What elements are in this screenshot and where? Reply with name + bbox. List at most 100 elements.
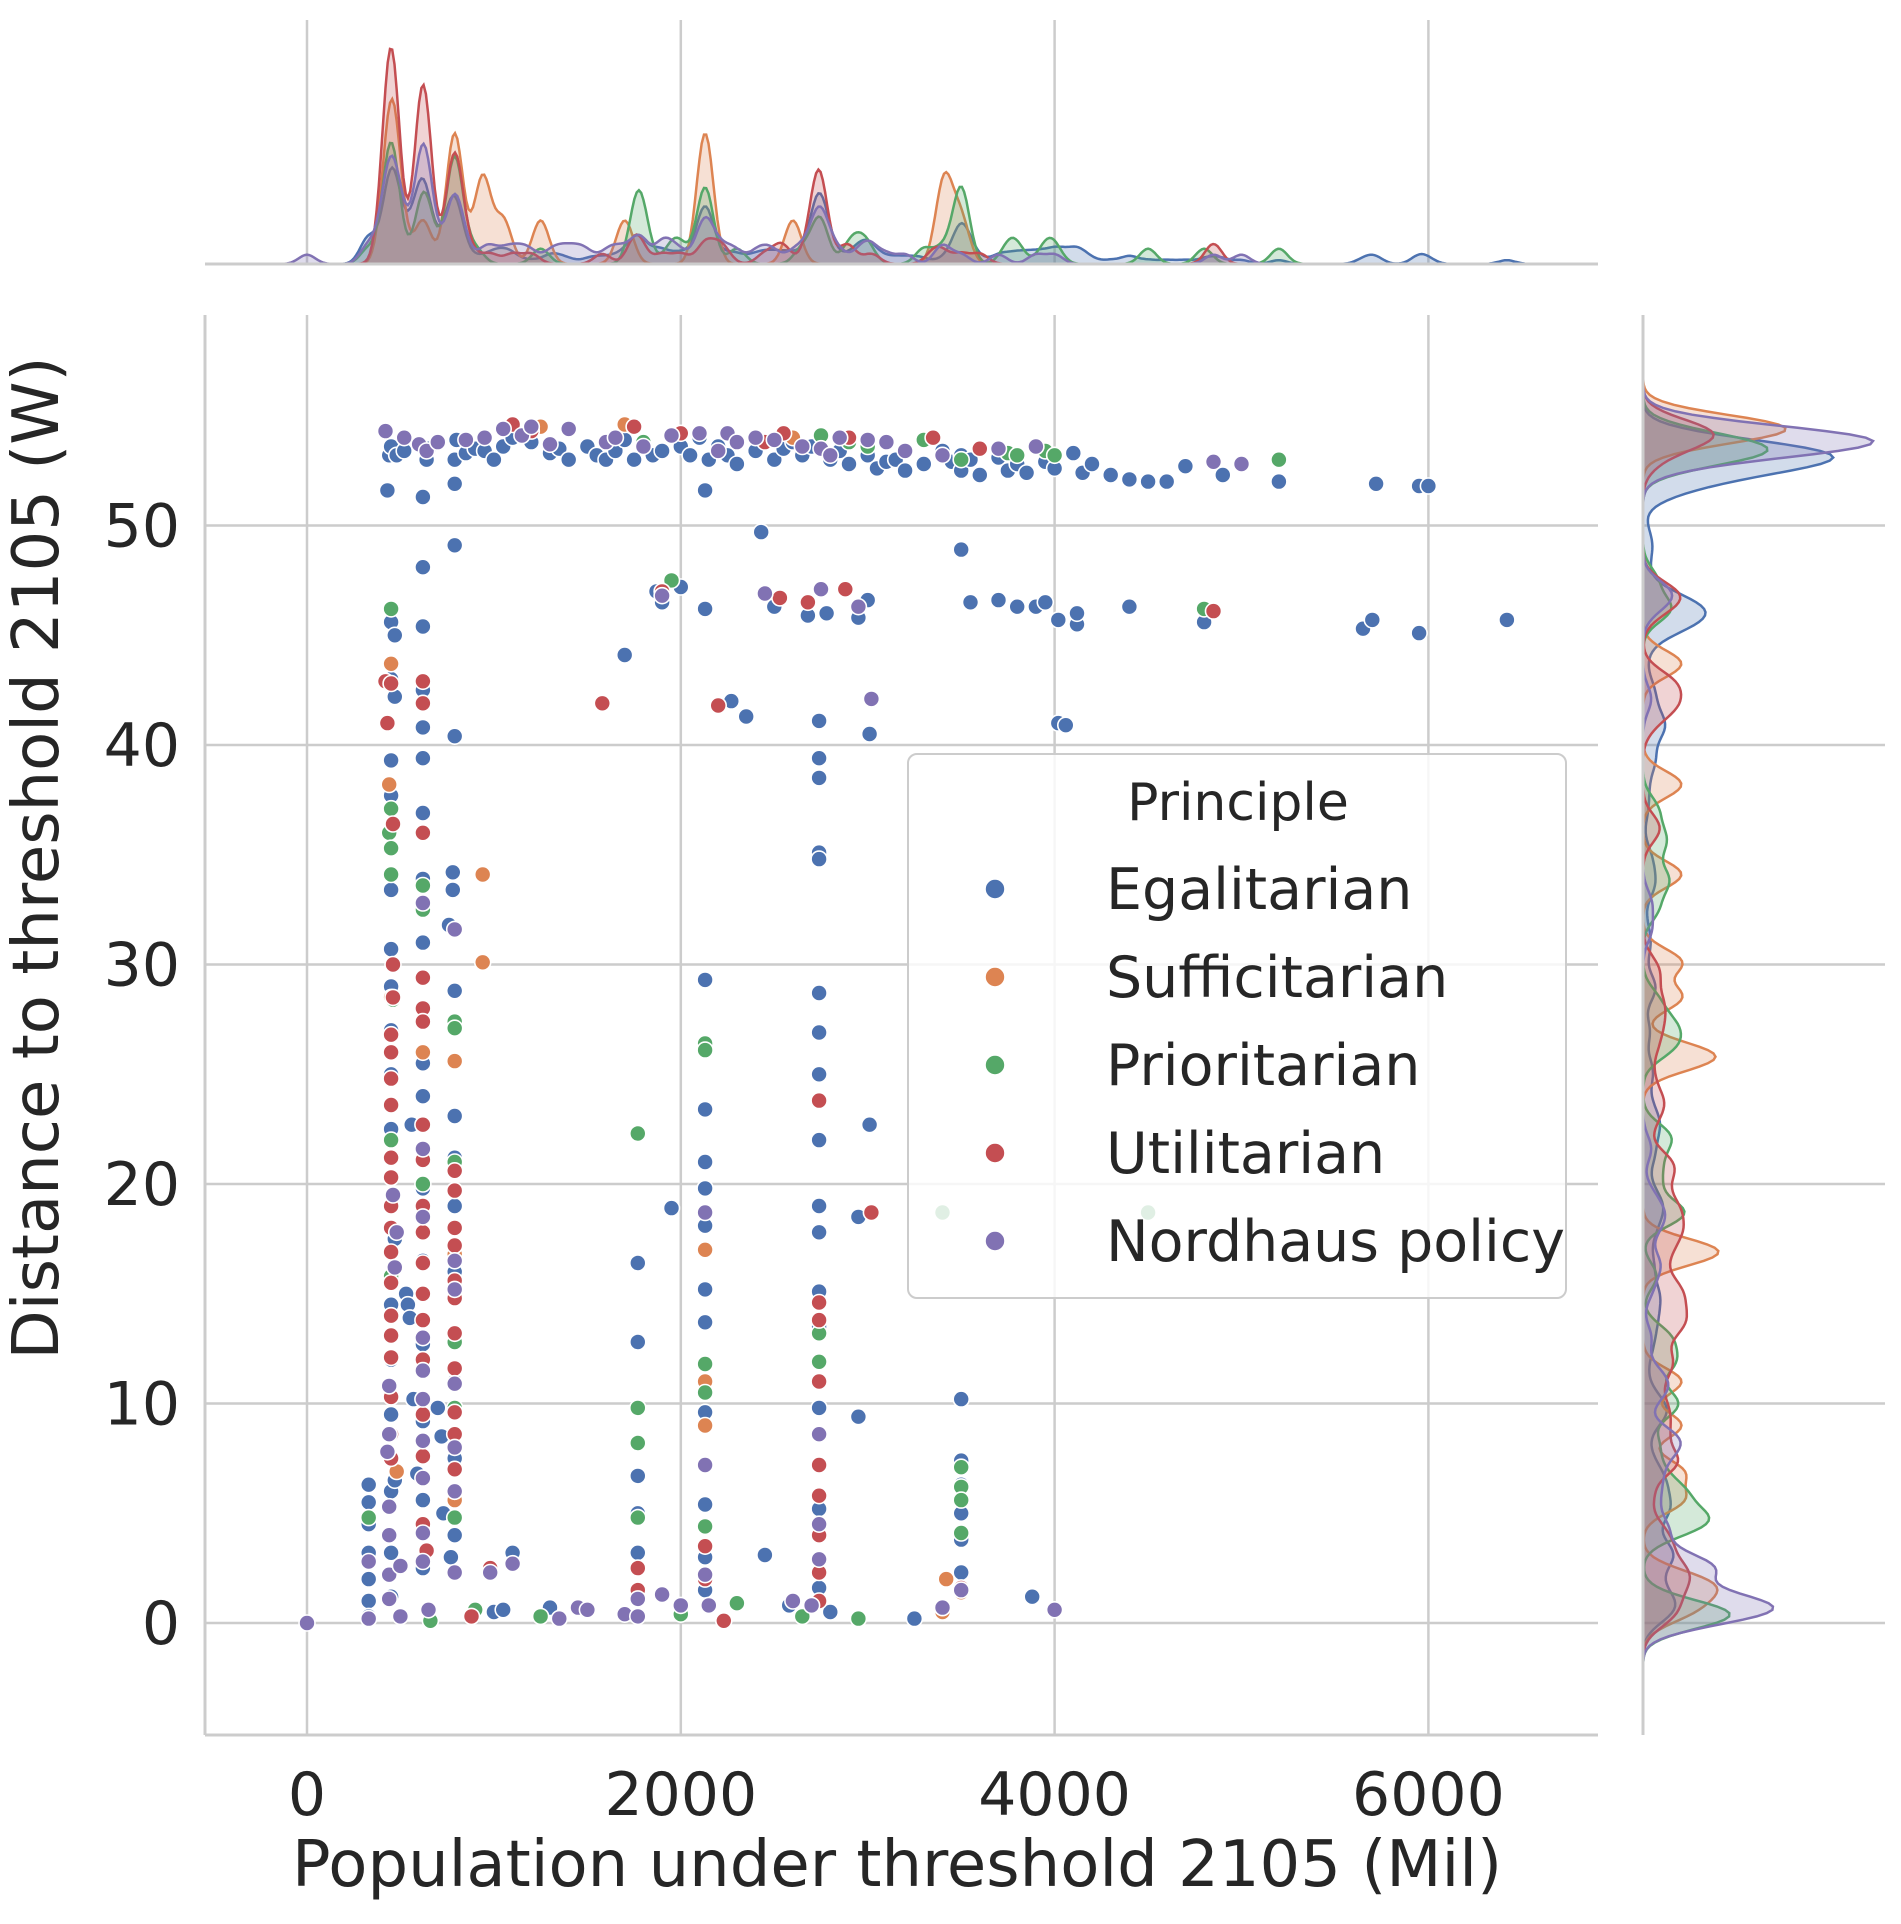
data-point [414, 1208, 432, 1226]
data-point [810, 1372, 828, 1391]
data-point [1049, 611, 1068, 629]
data-point [858, 431, 877, 449]
series-sufficitarian [380, 415, 971, 1621]
data-point [445, 1526, 464, 1544]
data-point [810, 1197, 828, 1215]
data-point [414, 1087, 432, 1105]
data-point [810, 1023, 828, 1042]
data-point [1498, 611, 1516, 629]
data-point [771, 589, 789, 607]
legend-title: Principle [1127, 773, 1349, 833]
data-point [414, 1390, 432, 1408]
legend-item: Sufficitarian [984, 945, 1448, 1011]
data-point [696, 1100, 714, 1119]
tick-labels: 0 2000 4000 6000 0 10 20 30 40 50 [104, 492, 1505, 1831]
data-point [414, 1491, 432, 1509]
data-point [961, 593, 980, 612]
data-point [933, 1598, 952, 1617]
data-point [414, 1140, 432, 1158]
data-point [696, 1179, 714, 1198]
data-point [382, 839, 400, 858]
data-point [952, 1563, 971, 1582]
data-point [380, 775, 399, 794]
data-point [462, 1607, 481, 1626]
data-point [1045, 1601, 1064, 1619]
data-point [905, 1609, 924, 1628]
data-point [696, 481, 714, 500]
data-point [810, 749, 828, 768]
data-point [1120, 470, 1139, 489]
data-point [414, 1328, 432, 1347]
legend-marker [984, 1054, 1006, 1076]
legend-items: Egalitarian Sufficitarian Prioritarian Util… [984, 857, 1565, 1275]
data-point [810, 1091, 828, 1110]
data-point [414, 672, 432, 691]
y-tick-label: 20 [104, 1150, 180, 1220]
data-point [445, 474, 464, 493]
data-point [382, 654, 400, 673]
data-point [384, 815, 402, 833]
data-point [628, 1434, 647, 1452]
legend-marker [984, 1142, 1006, 1164]
data-point [728, 433, 746, 451]
data-point [728, 455, 746, 473]
data-point [359, 1609, 378, 1628]
data-point [445, 1508, 464, 1527]
data-point [1101, 466, 1120, 484]
data-point [380, 1377, 399, 1395]
data-point [696, 600, 714, 618]
data-point [1120, 597, 1139, 616]
data-point [445, 1438, 464, 1457]
data-point [559, 420, 578, 438]
data-point [696, 1383, 714, 1402]
data-point [387, 1223, 406, 1242]
data-point [384, 955, 402, 974]
data-point [1036, 593, 1055, 612]
data-point [653, 1585, 671, 1604]
data-point [628, 1508, 647, 1527]
data-point [625, 450, 643, 469]
data-point [385, 1258, 404, 1277]
data-point [503, 1554, 522, 1573]
data-point [628, 1124, 647, 1143]
y-tick-label: 0 [142, 1589, 180, 1659]
data-point [382, 1243, 400, 1261]
data-point [810, 1550, 828, 1569]
data-point [1270, 472, 1288, 491]
data-point [681, 446, 699, 465]
y-tick-label: 30 [104, 931, 180, 1001]
data-point [1057, 716, 1075, 735]
data-point [810, 1399, 828, 1417]
data-point [414, 1552, 432, 1571]
data-point [952, 1581, 971, 1599]
data-point [714, 1612, 733, 1630]
data-point [914, 455, 933, 473]
data-point [414, 1524, 432, 1542]
data-point [550, 1609, 569, 1628]
data-point [385, 626, 404, 645]
data-point [382, 940, 400, 958]
data-point [896, 442, 914, 460]
data-point [634, 437, 653, 456]
data-point [382, 865, 400, 884]
data-point [1139, 472, 1157, 491]
data-point [840, 455, 858, 473]
axes [203, 262, 1645, 1737]
data-point [382, 751, 400, 770]
data-point [559, 450, 578, 469]
data-point [473, 865, 492, 884]
data-point [445, 1162, 464, 1180]
data-point [445, 1460, 464, 1479]
data-point [531, 1607, 550, 1626]
data-point [1157, 472, 1176, 491]
data-point [382, 1148, 400, 1167]
data-point [414, 1012, 432, 1031]
data-point [457, 431, 475, 449]
x-tick-label: 6000 [1352, 1760, 1505, 1830]
data-point [699, 1596, 718, 1615]
data-point [428, 1399, 447, 1417]
data-point [696, 1456, 714, 1474]
data-point [1232, 455, 1251, 473]
data-point [924, 428, 942, 447]
data-point [382, 1131, 400, 1149]
